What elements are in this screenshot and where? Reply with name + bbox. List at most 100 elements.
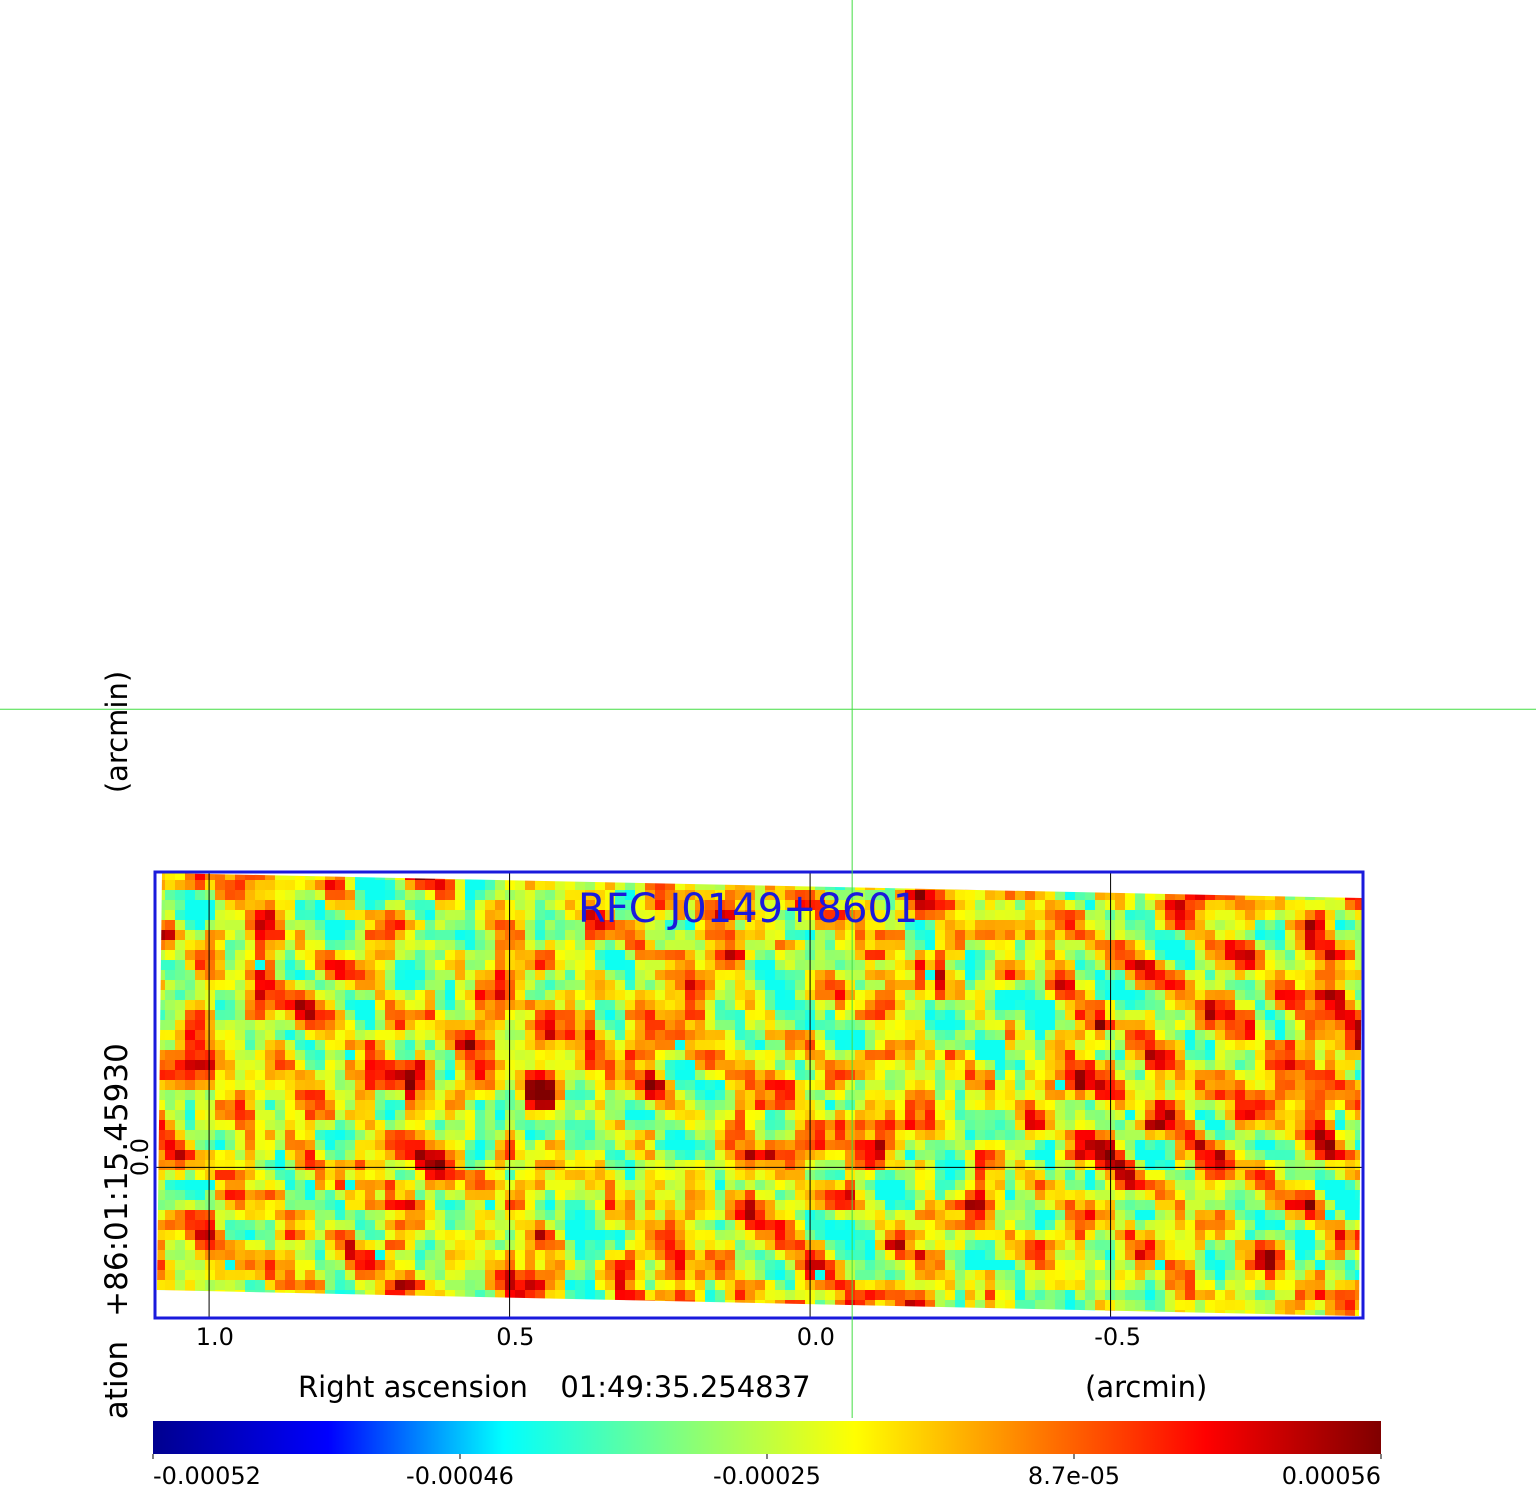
heatmap-pixel	[815, 930, 825, 940]
heatmap-pixel	[535, 990, 545, 1000]
heatmap-pixel	[525, 990, 535, 1000]
heatmap-pixel	[395, 930, 405, 940]
heatmap-pixel	[1285, 1160, 1295, 1170]
heatmap-pixel	[575, 1050, 585, 1060]
heatmap-pixel	[1305, 1120, 1315, 1130]
heatmap-pixel	[1205, 1160, 1215, 1170]
heatmap-pixel	[385, 940, 395, 950]
heatmap-pixel	[1235, 1170, 1245, 1180]
heatmap-pixel	[675, 1140, 685, 1150]
heatmap-pixel	[285, 920, 295, 930]
heatmap-pixel	[455, 1150, 465, 1160]
heatmap-pixel	[1045, 920, 1055, 930]
heatmap-pixel	[925, 990, 935, 1000]
heatmap-pixel	[1265, 880, 1275, 890]
heatmap-pixel	[205, 1060, 215, 1070]
heatmap-pixel	[1295, 890, 1305, 900]
heatmap-pixel	[345, 1230, 355, 1240]
heatmap-pixel	[875, 1190, 885, 1200]
heatmap-pixel	[345, 1260, 355, 1270]
heatmap-pixel	[525, 1100, 535, 1110]
heatmap-pixel	[575, 1160, 585, 1170]
heatmap-pixel	[985, 1260, 995, 1270]
heatmap-pixel	[865, 940, 875, 950]
heatmap-pixel	[1355, 1030, 1362, 1040]
heatmap-pixel	[1175, 1000, 1185, 1010]
heatmap-pixel	[785, 1110, 795, 1120]
heatmap-pixel	[935, 1170, 945, 1180]
heatmap-pixel	[415, 1030, 425, 1040]
heatmap-pixel	[1315, 1230, 1325, 1240]
heatmap-pixel	[965, 1180, 975, 1190]
heatmap-pixel	[905, 1210, 915, 1220]
heatmap-pixel	[1335, 960, 1345, 970]
heatmap-pixel	[1355, 1190, 1362, 1200]
heatmap-pixel	[895, 1160, 905, 1170]
heatmap-pixel	[1045, 900, 1055, 910]
heatmap-pixel	[1355, 900, 1362, 910]
heatmap-pixel	[755, 1040, 765, 1050]
heatmap-pixel	[915, 1230, 925, 1240]
heatmap-pixel	[405, 900, 415, 910]
heatmap-pixel	[1045, 960, 1055, 970]
heatmap-pixel	[575, 1180, 585, 1190]
heatmap-pixel	[995, 940, 1005, 950]
heatmap-pixel	[335, 1030, 345, 1040]
heatmap-pixel	[665, 1040, 675, 1050]
heatmap-pixel	[725, 950, 735, 960]
heatmap-pixel	[1125, 890, 1135, 900]
heatmap-pixel	[1015, 1110, 1025, 1120]
heatmap-pixel	[1165, 1200, 1175, 1210]
heatmap-pixel	[375, 1070, 385, 1080]
heatmap-pixel	[1035, 1180, 1045, 1190]
heatmap-pixel	[195, 950, 205, 960]
heatmap-pixel	[775, 1000, 785, 1010]
heatmap-pixel	[1185, 920, 1195, 930]
heatmap-pixel	[935, 1050, 945, 1060]
heatmap-pixel	[165, 1050, 175, 1060]
heatmap-pixel	[665, 1030, 675, 1040]
heatmap-pixel	[695, 1260, 705, 1270]
heatmap-pixel	[835, 990, 845, 1000]
heatmap-pixel	[255, 930, 265, 940]
heatmap-pixel	[235, 1020, 245, 1030]
heatmap-pixel	[215, 1270, 225, 1280]
heatmap-pixel	[1195, 1190, 1205, 1200]
heatmap-pixel	[1175, 1110, 1185, 1120]
heatmap-pixel	[495, 1200, 505, 1210]
heatmap-pixel	[1225, 1210, 1235, 1220]
heatmap-pixel	[635, 1020, 645, 1030]
heatmap-pixel	[995, 1180, 1005, 1190]
heatmap-pixel	[685, 1050, 695, 1060]
heatmap-pixel	[425, 960, 435, 970]
heatmap-pixel	[345, 1280, 355, 1290]
heatmap-pixel	[635, 1070, 645, 1080]
heatmap-pixel	[1125, 1150, 1135, 1160]
heatmap-pixel	[335, 1120, 345, 1130]
heatmap-pixel	[715, 1190, 725, 1200]
heatmap-pixel	[795, 910, 805, 920]
heatmap-pixel	[905, 910, 915, 920]
heatmap-pixel	[435, 920, 445, 930]
heatmap-pixel	[785, 1220, 795, 1230]
heatmap-pixel	[225, 940, 235, 950]
heatmap-pixel	[965, 1090, 975, 1100]
heatmap-pixel	[925, 1180, 935, 1190]
heatmap-pixel	[825, 910, 835, 920]
heatmap-pixel	[865, 1070, 875, 1080]
heatmap-pixel	[875, 1220, 885, 1230]
heatmap-pixel	[1355, 1020, 1362, 1030]
heatmap-pixel	[665, 1240, 675, 1250]
heatmap-pixel	[455, 950, 465, 960]
heatmap-pixel	[1175, 1260, 1185, 1270]
heatmap-pixel	[1065, 1130, 1075, 1140]
heatmap-pixel	[645, 880, 655, 890]
heatmap-pixel	[345, 900, 355, 910]
heatmap-pixel	[175, 1230, 185, 1240]
heatmap-pixel	[895, 1240, 905, 1250]
heatmap-pixel	[1335, 940, 1345, 950]
heatmap-pixel	[335, 1280, 345, 1290]
heatmap-pixel	[705, 1150, 715, 1160]
heatmap-pixel	[595, 1260, 605, 1270]
heatmap-pixel	[985, 1020, 995, 1030]
